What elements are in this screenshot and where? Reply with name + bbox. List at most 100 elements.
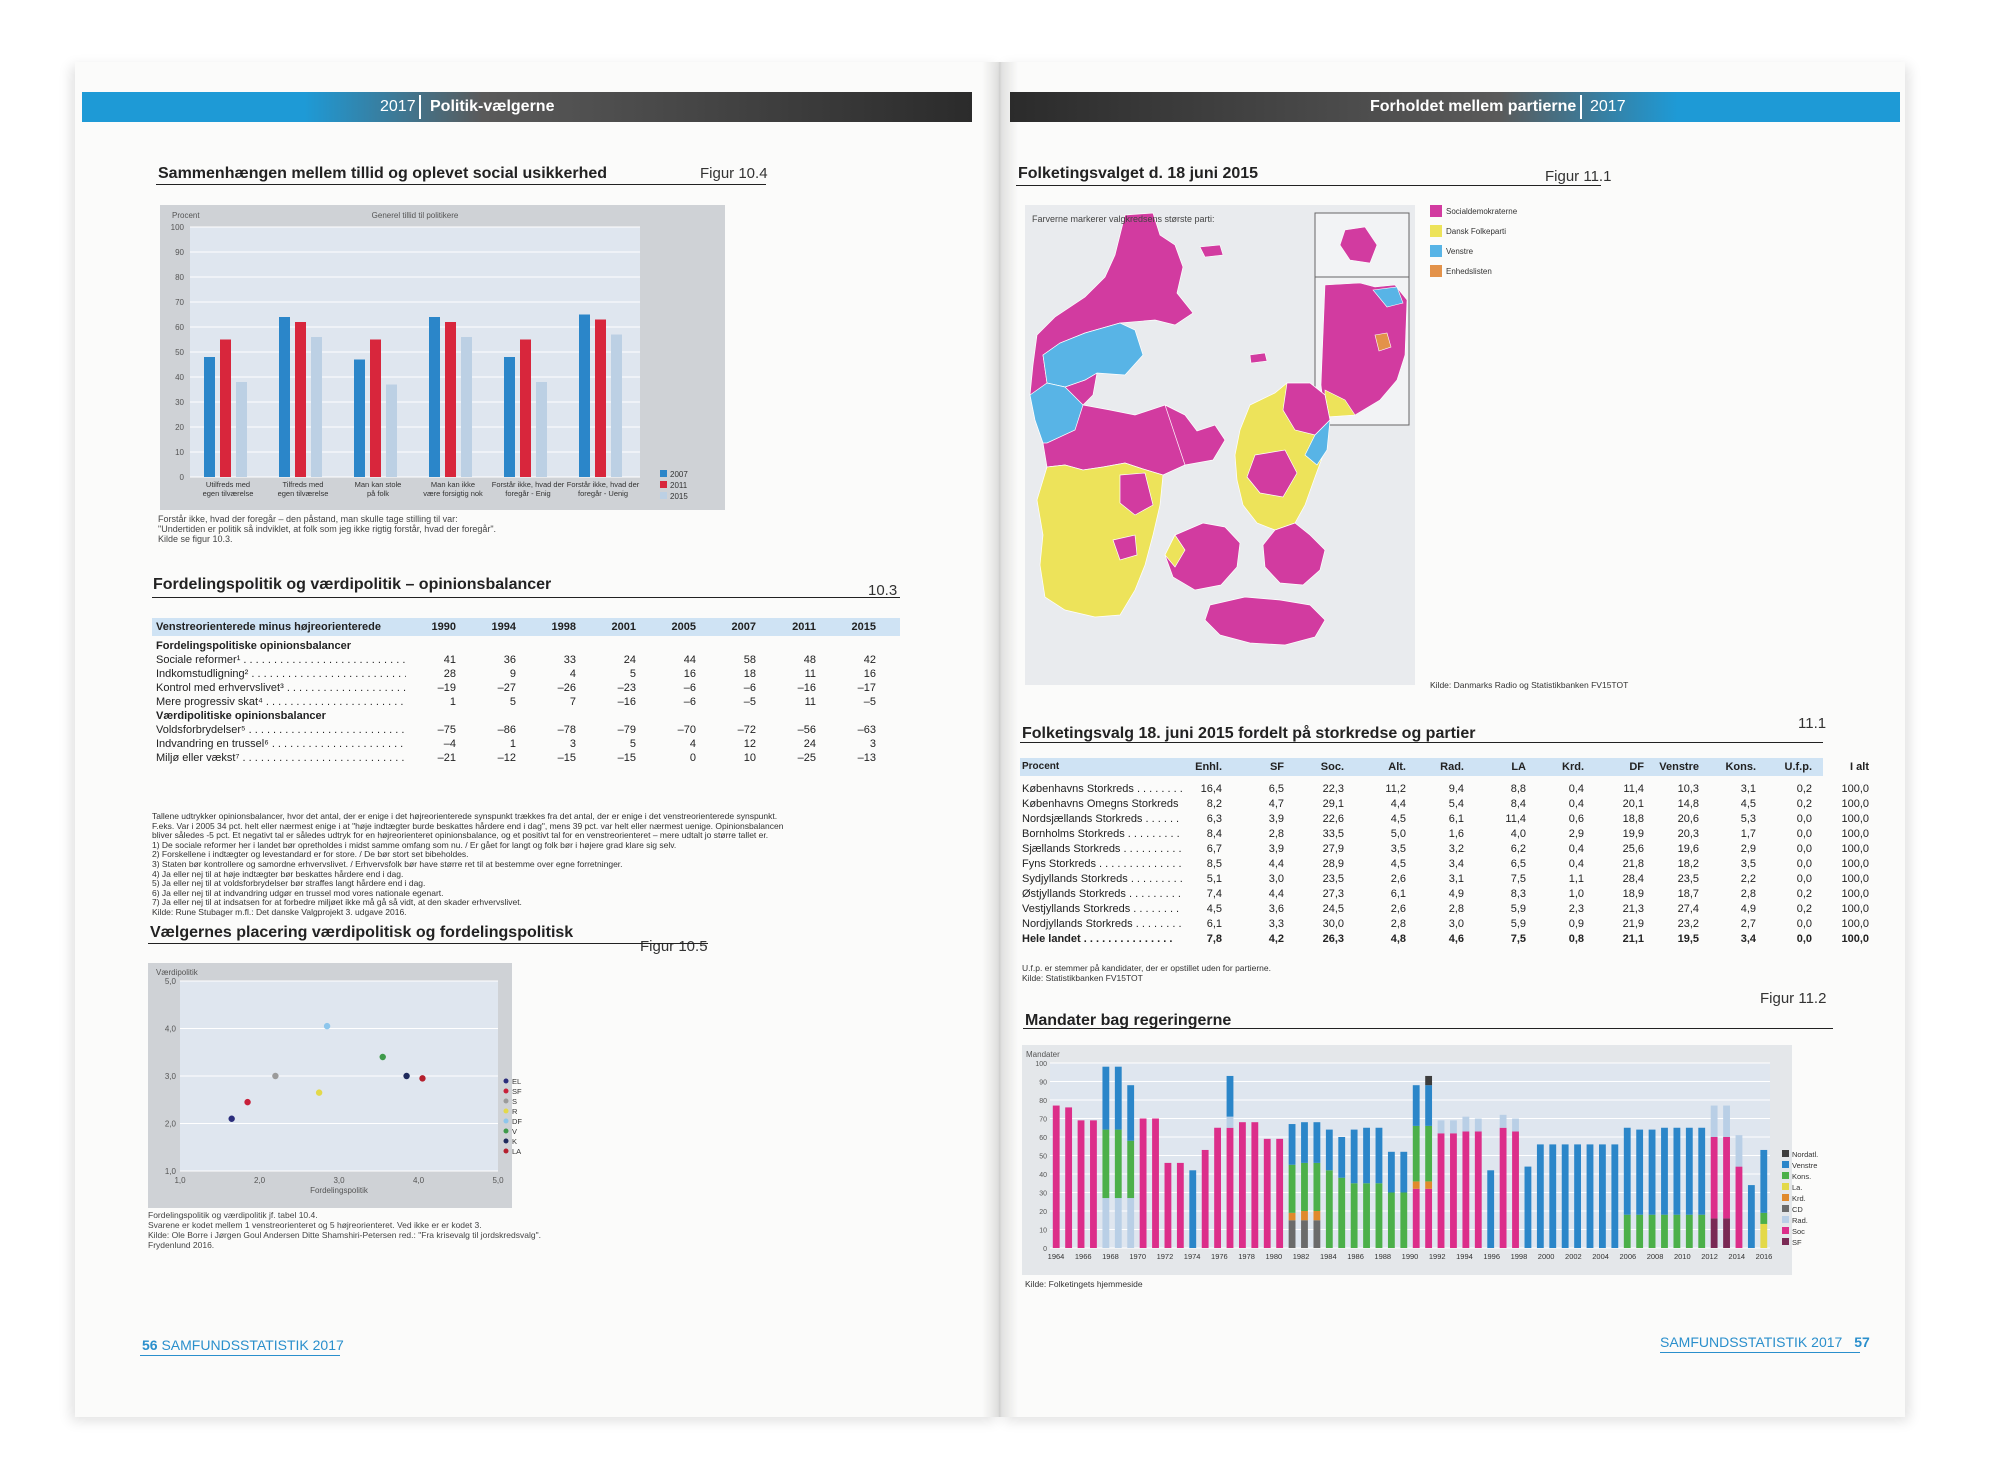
stacked-bar-segment (1437, 1120, 1445, 1134)
fig104-note: Forstår ikke, hvad der foregår – den pås… (158, 514, 458, 524)
stacked-bar-segment (1276, 1138, 1284, 1248)
tab111-cell: 14,8 (1677, 798, 1699, 810)
tab111-cell: 20,3 (1677, 828, 1699, 840)
stacked-bar-segment (1723, 1137, 1730, 1219)
x-tick-label: 5,0 (492, 1176, 504, 1185)
stacked-bar-segment (1251, 1122, 1259, 1248)
stacked-bar-segment (1338, 1177, 1346, 1248)
fig104-notes: Forstår ikke, hvad der foregår – den pås… (158, 514, 758, 544)
tab103-row-label: Kontrol med erhvervslivet³ . . . . . . .… (156, 682, 406, 694)
scatter-point (315, 1089, 323, 1096)
right-page-number: 57 (1854, 1334, 1870, 1350)
stacked-bar-segment (1450, 1120, 1457, 1134)
map-legend-swatch (1430, 245, 1442, 257)
stacked-bar-segment (1288, 1124, 1296, 1165)
stacked-bar-segment (1549, 1144, 1557, 1248)
legend-label: Rad. (1792, 1216, 1808, 1225)
tab111-cell: 4,4 (1268, 888, 1284, 900)
tab111-cell: 100,0 (1841, 843, 1869, 855)
left-footer-rule (140, 1355, 340, 1356)
fig111-rule (1016, 185, 1601, 186)
stacked-bar-segment (1425, 1188, 1433, 1248)
x-tick-label: 1984 (1320, 1252, 1337, 1261)
copenhagen-north-region (1372, 286, 1404, 308)
tab111-cell: 22,6 (1322, 813, 1344, 825)
tab103-cell: –17 (857, 682, 876, 694)
west-funen-region (1164, 534, 1186, 568)
tab103-year-header: 2011 (792, 621, 816, 633)
stacked-bar-segment (1313, 1162, 1321, 1211)
stacked-bar-segment (1127, 1198, 1135, 1248)
fig104-chart: Procent Generel tillid til politikere 0 10 2… (171, 211, 689, 501)
y-tick-label: 80 (1039, 1098, 1047, 1105)
stacked-bar-segment (1561, 1144, 1569, 1248)
fig104-chart-panel: Procent Generel tillid til politikere 0 10 2… (160, 205, 725, 510)
fig112-source: Kilde: Folketingets hjemmeside (1025, 1279, 1143, 1289)
y-tick-label: 4,0 (165, 1025, 177, 1034)
stacked-bar-segment (1363, 1127, 1370, 1184)
stacked-bar-segment (1400, 1192, 1408, 1248)
tab111-cell: 0,4 (1568, 843, 1584, 855)
tab103-cell: 16 (863, 668, 876, 680)
tab103-cell: 36 (503, 654, 516, 666)
stacked-bar-segment (1226, 1075, 1234, 1117)
tab111-cell: 4,6 (1448, 933, 1464, 945)
stacked-bar-segment (1263, 1138, 1271, 1248)
stacked-bar-segment (1412, 1085, 1420, 1126)
stacked-bar-segment (1375, 1127, 1383, 1184)
tab111-cell: 1,7 (1740, 828, 1756, 840)
tab111-cell: 30,0 (1322, 918, 1344, 930)
aarhus-region (1164, 404, 1226, 466)
stacked-bar-segment (1164, 1162, 1172, 1248)
jutland-west-region (1042, 322, 1144, 388)
tab111-cell: 4,9 (1448, 888, 1464, 900)
tab111-cell: 0,4 (1568, 798, 1584, 810)
x-tick-label: 1996 (1483, 1252, 1500, 1261)
tab103-cell: –86 (497, 724, 516, 736)
tab103-cell: 3 (869, 738, 876, 750)
tab103-cell: 11 (804, 696, 816, 708)
tab111-cell: 27,9 (1322, 843, 1344, 855)
tab111-cell: 1,1 (1568, 873, 1584, 885)
tab111-cell: 28,4 (1622, 873, 1644, 885)
tab103-cell: –79 (617, 724, 636, 736)
tab103-cell: 5 (629, 668, 636, 680)
x-tick-label: 1978 (1238, 1252, 1255, 1261)
left-footer: 56 SAMFUNDSSTATISTIK 2017 (142, 1337, 344, 1353)
tab111-cell: 0,2 (1796, 783, 1812, 795)
y-axis-title: Værdipolitik (156, 968, 199, 977)
tab111-cell: 5,1 (1206, 873, 1222, 885)
y-axis-title: Procent (172, 211, 200, 220)
stacked-bar-segment (1723, 1105, 1730, 1137)
stacked-bar-segment (1301, 1162, 1308, 1211)
tab111-cell: 2,9 (1568, 828, 1584, 840)
tab111-cell: 0,0 (1796, 933, 1812, 945)
tab111-cell: 3,4 (1740, 933, 1756, 945)
stacked-bar-segment (1487, 1170, 1495, 1248)
legend-label: La. (1792, 1183, 1802, 1192)
y-tick-label: 1,0 (165, 1167, 177, 1176)
tab103-row-label: Indvandring en trussel⁶ . . . . . . . . … (156, 738, 406, 750)
tab111-cell: 21,9 (1622, 918, 1644, 930)
x-tick-label: 2000 (1538, 1252, 1555, 1261)
stacked-bar-segment (1512, 1118, 1519, 1132)
tab111-cell: 4,9 (1740, 903, 1756, 915)
tab103-cell: 44 (683, 654, 696, 666)
stacked-bar-segment (1412, 1125, 1420, 1182)
stacked-bar-segment (1325, 1170, 1333, 1248)
fig105-rule (148, 943, 708, 944)
x-tick-label: 1990 (1402, 1252, 1419, 1261)
vejle-region (1119, 472, 1154, 516)
tab111-cell: 4,5 (1206, 903, 1222, 915)
tab103-cell: 41 (443, 654, 456, 666)
stacked-bar-segment (1710, 1137, 1718, 1219)
stacked-bar-segment (1301, 1211, 1308, 1221)
book-gutter (982, 62, 1018, 1417)
tab111-cell: 3,0 (1448, 918, 1464, 930)
tab103-cell: –12 (497, 752, 516, 764)
legend-label: LA (512, 1147, 521, 1156)
legend-label: 2007 (670, 470, 688, 479)
tab103-note: Kilde: Rune Stubager m.fl.: Det danske V… (152, 906, 407, 917)
tab103-cell: 5 (509, 696, 516, 708)
stacked-bar-segment (1114, 1066, 1122, 1130)
